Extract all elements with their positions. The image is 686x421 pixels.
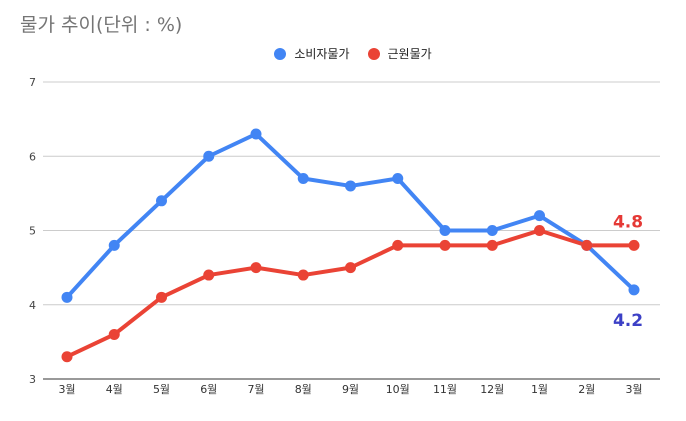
- data-point-0: [534, 210, 545, 222]
- x-tick-label: 7월: [247, 383, 264, 396]
- x-tick-label: 2월: [578, 383, 595, 396]
- x-tick-label: 6월: [200, 383, 217, 396]
- x-tick-label: 1월: [531, 383, 548, 396]
- data-point-1: [534, 225, 545, 236]
- y-tick-label: 5: [29, 225, 36, 238]
- data-point-1: [250, 262, 262, 274]
- x-tick-label: 8월: [295, 383, 312, 396]
- data-point-0: [345, 180, 356, 192]
- data-point-1: [392, 239, 404, 251]
- data-point-0: [156, 195, 167, 207]
- data-point-0: [439, 225, 451, 236]
- data-point-0: [486, 225, 498, 236]
- data-point-1: [486, 239, 498, 251]
- y-tick-label: 7: [29, 76, 36, 89]
- data-point-1: [61, 351, 73, 363]
- legend-item-core[interactable]: 근원물가: [367, 45, 432, 62]
- x-tick-label: 12월: [480, 383, 504, 396]
- legend-marker-cpi: [274, 47, 287, 60]
- data-label: 4.8: [613, 212, 643, 232]
- legend: 소비자물가 근원물가: [0, 45, 686, 62]
- data-label: 4.2: [613, 311, 643, 331]
- legend-label-core: 근원물가: [387, 47, 432, 61]
- data-point-1: [156, 291, 167, 303]
- data-point-1: [297, 269, 309, 281]
- x-tick-label: 3월: [58, 383, 75, 396]
- legend-item-cpi[interactable]: 소비자물가: [274, 45, 350, 62]
- data-point-1: [345, 262, 356, 274]
- data-point-0: [628, 284, 640, 296]
- data-point-1: [203, 269, 215, 281]
- legend-marker-core: [367, 47, 380, 60]
- y-tick-label: 3: [29, 373, 36, 386]
- series-line-1: [66, 228, 634, 359]
- x-tick-label: 5월: [153, 383, 170, 396]
- data-point-0: [250, 128, 262, 140]
- data-point-1: [108, 328, 120, 340]
- x-tick-label: 10월: [386, 383, 410, 396]
- x-tick-label: 4월: [106, 383, 123, 396]
- data-point-0: [61, 291, 73, 303]
- data-point-1: [439, 239, 451, 251]
- x-tick-label: 9월: [342, 383, 359, 396]
- y-tick-label: 6: [29, 150, 36, 163]
- data-point-0: [297, 173, 309, 185]
- chart-title: 물가 추이(단위 : %): [20, 14, 183, 36]
- data-point-1: [628, 239, 640, 251]
- data-point-0: [108, 239, 120, 251]
- y-tick-label: 4: [29, 299, 36, 312]
- data-point-0: [203, 150, 215, 162]
- data-point-0: [392, 173, 404, 185]
- x-tick-label: 3월: [625, 383, 642, 396]
- data-point-1: [581, 239, 593, 251]
- x-tick-label: 11월: [433, 383, 457, 396]
- legend-label-cpi: 소비자물가: [294, 47, 350, 61]
